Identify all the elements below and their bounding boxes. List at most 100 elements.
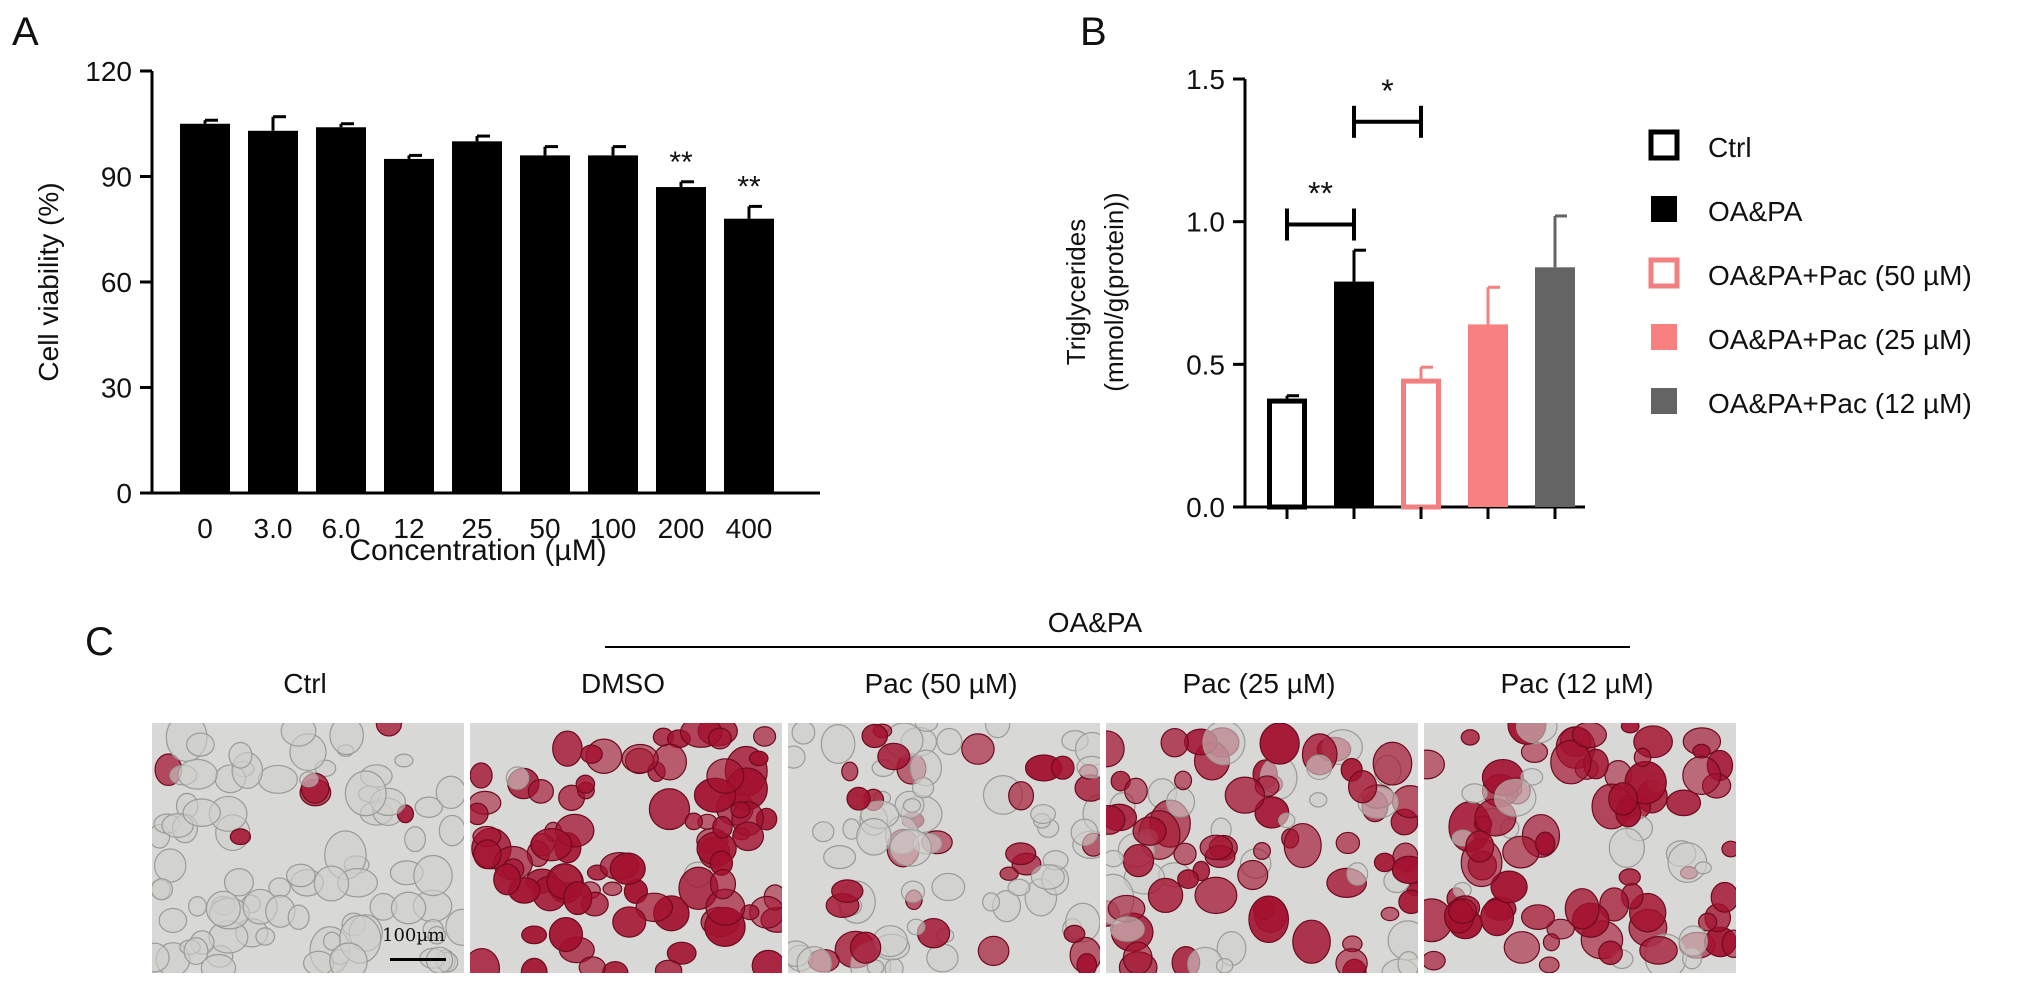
micrograph-cell — [812, 821, 835, 843]
a-bar — [452, 141, 502, 494]
micrograph-cell — [796, 945, 832, 973]
micrograph-cell — [609, 852, 646, 885]
micrograph-cell — [390, 891, 427, 925]
micrograph-cell — [1109, 916, 1145, 942]
micrograph-cell — [1259, 723, 1300, 765]
micrograph-cell — [1224, 776, 1266, 814]
micrograph-cell — [257, 764, 298, 794]
b-bar — [1468, 324, 1508, 507]
micrograph-cell — [1538, 956, 1560, 973]
micrograph-cell — [791, 723, 816, 745]
micrograph-cell — [1534, 831, 1556, 856]
micrograph-cell — [1106, 730, 1125, 768]
micrograph-cell — [152, 942, 170, 973]
micrograph-cell — [900, 880, 926, 903]
micrograph-cell — [999, 866, 1019, 881]
micrograph-cell — [1542, 933, 1561, 952]
micrograph-cell — [849, 931, 882, 964]
b-legend-label: OA&PA+Pac (25 µM) — [1708, 324, 1972, 355]
micrograph-cell — [1173, 842, 1197, 866]
micrograph-cell — [575, 774, 596, 794]
micrograph-cell — [1608, 827, 1645, 868]
chart-b: 0.00.51.01.5 *** Triglycerides (mmol/g(p… — [1061, 64, 1972, 523]
micrograph-cell — [427, 925, 447, 945]
a-x-tick-label: 6.0 — [322, 513, 361, 544]
micrograph-cell — [648, 788, 691, 831]
micrograph-cell — [666, 941, 697, 965]
a-x-axis-label: Concentration (µM) — [349, 534, 606, 567]
b-y-axis-label-line1: Triglycerides — [1061, 219, 1091, 365]
a-bar — [384, 158, 434, 493]
a-x-tick-label: 3.0 — [254, 513, 293, 544]
micrograph-cell — [753, 726, 777, 747]
micrograph-cell — [1710, 881, 1736, 913]
micrograph-cell — [914, 723, 939, 732]
panel-letter-c: C — [85, 620, 114, 664]
micrograph-cell — [287, 904, 310, 930]
a-x-tick-label: 50 — [529, 513, 560, 544]
b-legend-swatch — [1651, 324, 1677, 350]
b-bar — [1334, 281, 1374, 507]
micrograph-cell — [1248, 895, 1290, 943]
micrograph-cell — [521, 925, 548, 945]
micrograph-cell — [1215, 957, 1234, 973]
a-x-tick-label: 100 — [590, 513, 637, 544]
micrograph-cell — [889, 828, 932, 867]
b-legend-label: OA&PA — [1708, 196, 1803, 227]
micrograph-cell — [1461, 783, 1488, 804]
micrograph-cell — [884, 957, 904, 973]
micrograph-pac12 — [1424, 723, 1736, 973]
micrograph-cell — [1283, 822, 1322, 869]
micrograph-cell — [548, 917, 584, 953]
micrograph-cell — [1076, 952, 1098, 973]
micrograph-cell — [1490, 870, 1528, 904]
micrograph-cell — [707, 727, 732, 750]
micrograph-cell — [1030, 864, 1065, 890]
micrograph-cell — [375, 723, 403, 737]
b-legend-swatch — [1648, 129, 1680, 161]
micrograph-cell — [1678, 925, 1708, 957]
b-legend-swatch — [1651, 388, 1677, 414]
micrograph-cell — [1007, 878, 1031, 897]
b-bar — [1401, 378, 1441, 510]
micrograph-cell — [1347, 770, 1378, 804]
a-y-tick-label: 0 — [116, 478, 132, 509]
micrograph-cell — [552, 730, 583, 767]
micrograph-cell — [612, 906, 647, 938]
micrograph-cell — [1124, 777, 1148, 805]
micrograph-cell — [1292, 919, 1331, 964]
a-bar — [248, 130, 298, 494]
b-significance-label: ** — [1308, 176, 1333, 212]
micrograph-cell — [1380, 906, 1400, 922]
a-x-tick-label: 25 — [461, 513, 492, 544]
micrograph-cell — [313, 865, 350, 902]
micrograph-cell — [563, 881, 593, 916]
micrograph-cell — [470, 947, 501, 973]
micrograph-cell — [152, 878, 174, 901]
a-x-tick-label: 12 — [393, 513, 424, 544]
micrograph-cell — [578, 956, 606, 973]
micrograph-cell — [1306, 754, 1333, 781]
chart-a: 0 30 60 90 120 ** ** 0 3.0 6.0 12 25 50 100 200 400 C… — [33, 56, 820, 567]
b-significance-label: * — [1381, 73, 1393, 109]
micrograph-cell — [505, 766, 530, 790]
micrograph-cell — [394, 753, 414, 768]
micrograph-cell — [621, 743, 659, 774]
micrograph-cell — [1132, 816, 1167, 846]
micrograph-cell — [302, 950, 335, 973]
a-x-tick-label: 400 — [726, 513, 773, 544]
micrograph-cell — [1199, 834, 1233, 861]
micrograph-cell — [732, 821, 765, 852]
micrograph-cell — [1030, 804, 1056, 825]
c-header-dmso: DMSO — [581, 668, 665, 699]
micrograph-cell — [977, 935, 1010, 967]
micrograph-cell — [520, 957, 548, 973]
micrograph-cell — [530, 828, 573, 862]
micrograph-cell — [902, 798, 922, 813]
a-significance-label: ** — [737, 170, 761, 203]
micrograph-cell — [820, 724, 856, 765]
micrograph-cell — [183, 937, 209, 966]
micrograph-cell — [1424, 749, 1445, 780]
micrograph-cell — [1122, 941, 1153, 973]
